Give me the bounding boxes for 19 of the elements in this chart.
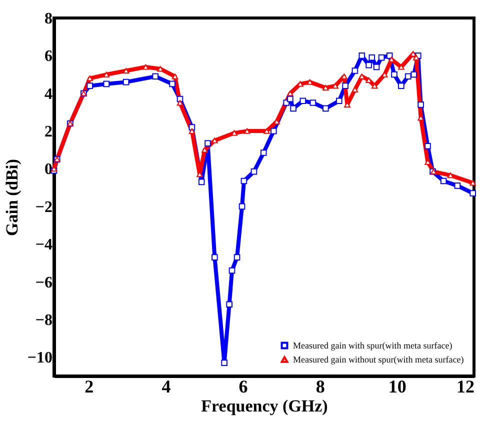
x-tick-label: 8 xyxy=(316,376,325,396)
x-tick-label: 6 xyxy=(238,376,248,396)
y-tick-label: 6 xyxy=(44,48,52,66)
y-tick-label: −4 xyxy=(35,236,52,254)
x-tick-label: 12 xyxy=(456,376,474,396)
x-tick-label: 4 xyxy=(162,376,171,396)
y-tick-label: −6 xyxy=(35,274,52,292)
y-tick-label: 8 xyxy=(44,10,52,28)
y-tick-label: −8 xyxy=(35,312,52,329)
legend-label: Measured gain with spur(with meta surface) xyxy=(293,340,452,350)
y-tick-label: 2 xyxy=(44,124,52,141)
x-axis-title: Frequency (GHz) xyxy=(201,396,328,416)
x-tick-label: 2 xyxy=(84,376,94,396)
y-axis-title: Gain (dBi) xyxy=(2,159,22,236)
y-tick-label: −2 xyxy=(35,198,52,216)
legend-label: Measured gain without spur(with meta surface) xyxy=(293,354,464,364)
x-tick-label: 10 xyxy=(388,376,406,396)
y-tick-label: 4 xyxy=(44,86,52,103)
y-tick-label: −10 xyxy=(27,350,52,367)
